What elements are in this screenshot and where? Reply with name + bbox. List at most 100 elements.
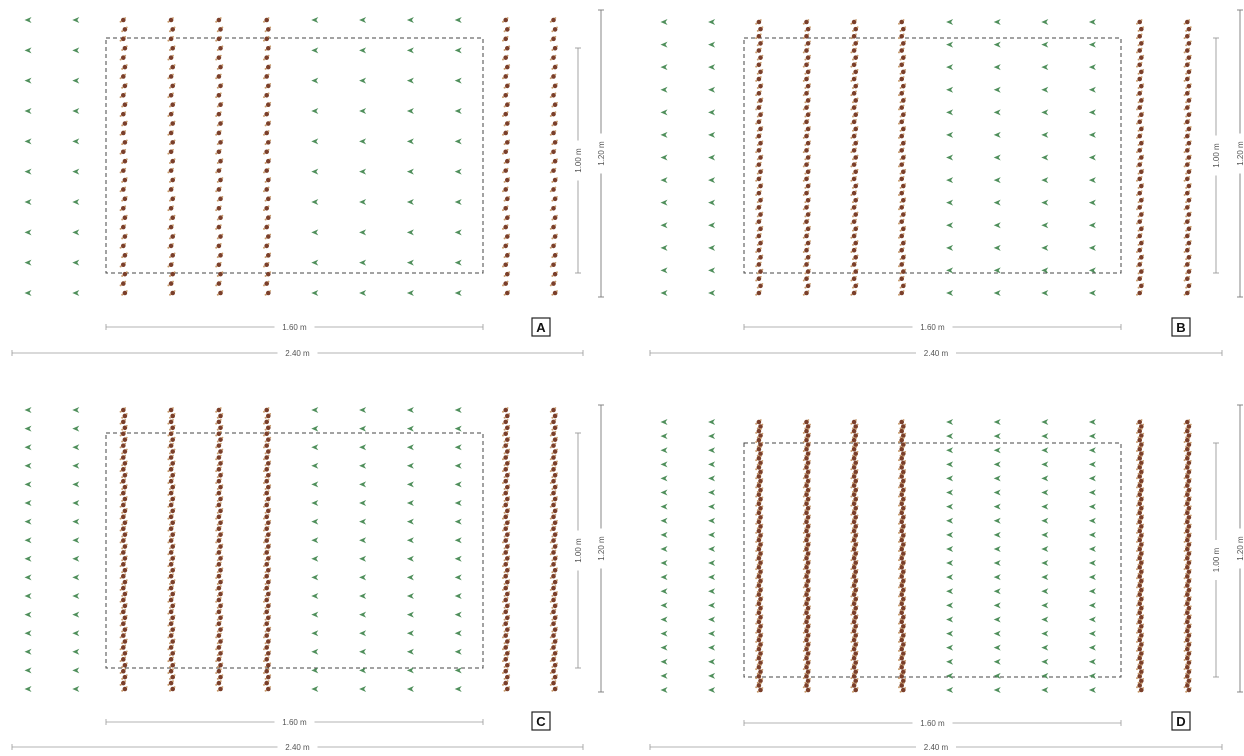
brown-seed-icon — [1137, 69, 1145, 75]
brown-seed-icon — [1183, 509, 1191, 516]
brown-seed-icon — [755, 582, 762, 589]
brown-seed-icon — [503, 638, 511, 645]
green-seedling-icon — [1088, 672, 1096, 679]
brown-seed-icon — [755, 90, 762, 97]
brown-seed-icon — [1136, 573, 1143, 580]
brown-seed-icon — [898, 500, 905, 507]
brown-seed-icon — [802, 600, 810, 607]
brown-seed-icon — [899, 659, 907, 666]
brown-seed-icon — [215, 167, 222, 174]
brown-seed-icon — [549, 561, 557, 568]
green-seedling-icon — [24, 108, 32, 114]
brown-seed-icon — [850, 261, 857, 268]
brown-seed-icon — [551, 195, 558, 202]
green-seedling-icon — [311, 407, 319, 413]
brown-seed-icon — [899, 432, 907, 439]
brown-seed-icon — [167, 407, 174, 413]
seedling-row — [660, 19, 668, 296]
brown-seed-icon — [852, 496, 859, 503]
brown-seed-icon — [802, 473, 810, 480]
brown-seed-icon — [755, 19, 762, 25]
brown-seed-icon — [121, 662, 128, 669]
brown-seed-icon — [850, 682, 857, 689]
brown-seed-icon — [263, 525, 270, 532]
brown-seed-icon — [263, 243, 270, 249]
brown-seed-icon — [804, 97, 811, 104]
brown-seed-icon — [167, 549, 174, 556]
brown-seed-icon — [264, 472, 272, 479]
brown-seed-icon — [215, 680, 222, 686]
brown-seed-icon — [1183, 47, 1191, 54]
brown-seed-icon — [503, 45, 511, 52]
green-seedling-icon — [406, 199, 414, 205]
brown-seed-icon — [898, 204, 905, 211]
green-seedling-icon — [946, 517, 954, 524]
green-seedling-icon — [24, 630, 32, 637]
seedling-row — [946, 419, 954, 693]
brown-seed-icon — [121, 460, 128, 467]
brown-seed-icon — [852, 54, 859, 61]
seed-row — [167, 17, 176, 296]
brown-seed-icon — [804, 550, 811, 557]
brown-seed-icon — [167, 111, 174, 117]
brown-seed-icon — [1136, 161, 1143, 168]
brown-seed-icon — [216, 460, 224, 467]
green-seedling-icon — [660, 475, 668, 482]
brown-seed-icon — [850, 628, 857, 634]
brown-seed-icon — [169, 26, 176, 33]
brown-seed-icon — [1185, 568, 1192, 575]
green-seedling-icon — [708, 290, 716, 296]
brown-seed-icon — [802, 19, 810, 25]
brown-seed-icon — [756, 623, 764, 630]
green-seedling-icon — [1041, 630, 1049, 637]
brown-seed-icon — [216, 484, 224, 490]
brown-seed-icon — [802, 564, 810, 571]
brown-seed-icon — [502, 608, 509, 615]
brown-seed-icon — [804, 197, 811, 204]
brown-seed-icon — [167, 224, 174, 230]
brown-seed-icon — [215, 490, 222, 496]
brown-seed-icon — [804, 154, 811, 161]
brown-seed-icon — [1137, 541, 1145, 548]
brown-seed-icon — [216, 543, 224, 550]
green-seedling-icon — [359, 259, 367, 266]
brown-seed-icon — [898, 555, 905, 562]
brown-seed-icon — [804, 541, 811, 548]
brown-seed-icon — [850, 555, 857, 562]
green-seedling-icon — [993, 419, 1001, 425]
brown-seed-icon — [263, 407, 270, 413]
brown-seed-icon — [169, 139, 176, 146]
green-seedling-icon — [946, 574, 954, 581]
green-seedling-icon — [24, 17, 32, 23]
brown-seed-icon — [119, 243, 127, 249]
brown-seed-icon — [755, 519, 762, 525]
brown-seed-icon — [167, 466, 174, 473]
green-seedling-icon — [1088, 475, 1096, 482]
brown-seed-icon — [755, 118, 762, 125]
brown-seed-icon — [264, 139, 272, 146]
green-seedling-icon — [1088, 244, 1096, 251]
brown-seed-icon — [1185, 541, 1192, 548]
brown-seed-icon — [804, 240, 811, 246]
green-seedling-icon — [708, 64, 716, 71]
green-seedling-icon — [946, 419, 954, 425]
green-seedling-icon — [359, 229, 367, 236]
brown-seed-icon — [852, 282, 859, 289]
green-seedling-icon — [406, 518, 414, 525]
brown-seed-icon — [898, 90, 905, 97]
brown-seed-icon — [899, 550, 907, 557]
brown-seed-icon — [804, 587, 811, 593]
green-seedling-icon — [708, 588, 716, 595]
brown-seed-icon — [121, 686, 128, 692]
green-seedling-icon — [1041, 461, 1049, 468]
brown-seed-icon — [167, 525, 174, 532]
brown-seed-icon — [852, 432, 859, 439]
brown-seed-icon — [899, 641, 907, 648]
brown-seed-icon — [119, 513, 127, 520]
brown-seed-icon — [502, 549, 509, 556]
brown-seed-icon — [899, 441, 907, 448]
brown-seed-icon — [169, 519, 176, 526]
brown-seed-icon — [216, 579, 224, 585]
green-seedling-icon — [946, 672, 954, 679]
brown-seed-icon — [1137, 83, 1145, 89]
